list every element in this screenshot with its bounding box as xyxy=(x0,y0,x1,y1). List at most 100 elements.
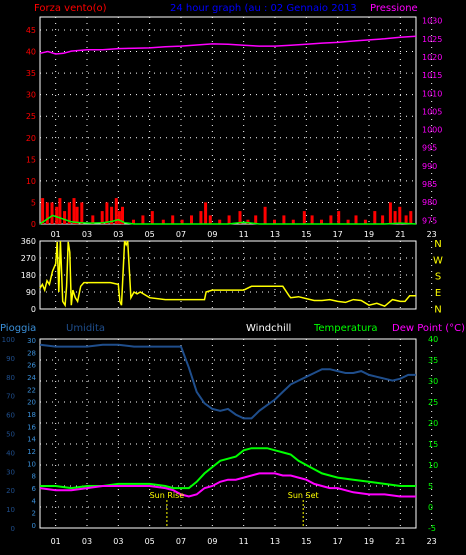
panel1-x-tick-label: 15 xyxy=(301,230,311,239)
panel1-y2-tick-label: 1005 xyxy=(422,107,442,116)
panel2-y-ticks: 0 90 180 270 360 xyxy=(21,237,36,314)
panel1-y2-tick-label: 990 xyxy=(422,162,437,171)
panel1-x-tick-label: 23 xyxy=(427,230,437,239)
wind-bar xyxy=(381,215,385,224)
panel3-humidity-tick-label: 50 xyxy=(6,431,15,439)
panel2-y-tick-label: 180 xyxy=(21,271,36,280)
wind-bar xyxy=(238,211,242,224)
panel1-x-ticks: 01 03 03 05 07 09 11 13 15 17 19 21 23 xyxy=(51,230,437,239)
legend-umidita: Umidita xyxy=(66,323,105,334)
panel3-humidity-tick-label: 30 xyxy=(6,468,15,476)
wind-bar xyxy=(393,211,397,224)
panel3-rain-tick-label: 0 xyxy=(32,522,36,530)
panel3-rain-tick-label: 2 xyxy=(32,510,36,518)
panel1-y2-tick-label: 1030 xyxy=(422,17,442,26)
compass-label: W xyxy=(433,255,443,266)
panel3-humidity-tick-label: 90 xyxy=(6,355,15,363)
panel2-y-tick-label: 270 xyxy=(21,254,36,263)
wind-bar xyxy=(208,215,212,224)
sunrise-label: Sun Rise xyxy=(150,491,185,500)
wind-bar xyxy=(227,215,231,224)
panel1-y2-tick-label: 1015 xyxy=(422,71,442,80)
panel1-y-tick-label: 15 xyxy=(26,155,36,164)
panel1-x-tick-label: 13 xyxy=(270,230,280,239)
panel3-rain-tick-label: 20 xyxy=(27,399,36,407)
panel3-humidity-tick-label: 100 xyxy=(2,336,15,344)
wind-bar xyxy=(246,219,250,224)
panel1-x-tick-label: 11 xyxy=(239,230,249,239)
pressure-axis-title: Pressione xyxy=(370,3,418,14)
panel3-rain-tick-label: 24 xyxy=(27,374,36,382)
panel3-rain-tick-label: 16 xyxy=(27,423,36,431)
wind-bar xyxy=(50,202,54,224)
panel3-humidity-ticks: 0 10 20 30 40 50 60 70 80 90 100 xyxy=(2,336,15,533)
panel3-frame xyxy=(39,338,417,529)
panel1-y-ticks: 0 5 10 15 20 25 30 35 40 45 xyxy=(26,26,36,229)
wind-bar xyxy=(273,219,276,224)
panel3-x-tick-label: 07 xyxy=(176,537,186,546)
panel1-y2-tick-label: 1025 xyxy=(422,35,442,44)
panel3-rain-tick-label: 4 xyxy=(32,497,37,505)
panel2-y-tick-label: 90 xyxy=(26,288,36,297)
wind-bar xyxy=(404,215,408,224)
wind-bar xyxy=(114,198,118,224)
panel1-y-tick-label: 45 xyxy=(26,26,36,35)
wind-bar xyxy=(291,219,295,224)
panel3-humidity-tick-label: 0 xyxy=(11,525,15,533)
wind-bar xyxy=(55,206,59,225)
wind-bar xyxy=(337,211,341,224)
panel3-humidity-tick-label: 80 xyxy=(6,374,15,382)
panel3-temp-tick-label: 5 xyxy=(428,482,433,491)
chart-title: 24 hour graph (au : 02 Gennaio 2013 xyxy=(170,3,357,14)
panel3-rain-tick-label: 22 xyxy=(27,386,36,394)
wind-bar xyxy=(310,215,314,224)
wind-bar xyxy=(161,219,165,224)
panel1-y2-tick-label: 1020 xyxy=(422,53,442,62)
wind-bar xyxy=(63,211,67,224)
wind-bar xyxy=(150,211,154,224)
sunset-label: Sun Set xyxy=(288,491,319,500)
wind-bar xyxy=(190,215,193,224)
wind-bar xyxy=(121,206,124,225)
panel1-x-tick-label: 17 xyxy=(333,230,343,239)
panel2-frame xyxy=(39,240,417,310)
panel2-y-tick-label: 360 xyxy=(21,237,36,246)
gust-line xyxy=(39,214,417,225)
panel3-temp-tick-label: 40 xyxy=(428,335,438,344)
legend-temperatura: Temperatura xyxy=(313,323,378,334)
legend-dewpoint: Dew Point (°C) xyxy=(392,323,465,334)
wind-bar xyxy=(282,215,286,224)
panel3-temp-tick-label: 30 xyxy=(428,377,438,386)
panel3-temp-ticks: -5 0 5 10 15 20 25 30 35 40 xyxy=(428,335,438,533)
wind-bar xyxy=(117,211,121,224)
panel1-x-tick-label: 05 xyxy=(145,230,155,239)
compass-label: N xyxy=(434,305,441,316)
wind-bar xyxy=(80,202,84,224)
wind-bar xyxy=(302,211,306,224)
wind-axis-title: Forza vento(o) xyxy=(34,3,107,14)
wind-bar xyxy=(398,206,402,225)
panel1-x-tick-label: 01 xyxy=(51,230,61,239)
wind-bar xyxy=(263,206,267,225)
legend-windchill: Windchill xyxy=(246,323,291,334)
panel3-rain-tick-label: 18 xyxy=(27,411,36,419)
wind-bar xyxy=(132,219,135,224)
panel1-y2-tick-label: 1010 xyxy=(422,89,442,98)
wind-bar xyxy=(171,215,175,224)
panel3-x-tick-label: 13 xyxy=(270,537,280,546)
wind-bar xyxy=(363,219,367,224)
wind-bar xyxy=(58,198,62,224)
wind-bar xyxy=(91,215,95,224)
compass-label: E xyxy=(435,288,441,299)
panel3-x-tick-label: 21 xyxy=(395,537,405,546)
panel1-y-tick-label: 40 xyxy=(26,48,36,57)
wind-bar xyxy=(45,202,49,224)
panel3-humidity-tick-label: 60 xyxy=(6,412,15,420)
panel3-rain-tick-label: 6 xyxy=(32,485,37,493)
panel3-rain-tick-label: 26 xyxy=(27,362,36,370)
panel1-x-tick-label: 21 xyxy=(395,230,405,239)
panel3-temp-tick-label: 0 xyxy=(428,503,433,512)
pressure-line xyxy=(39,35,417,55)
